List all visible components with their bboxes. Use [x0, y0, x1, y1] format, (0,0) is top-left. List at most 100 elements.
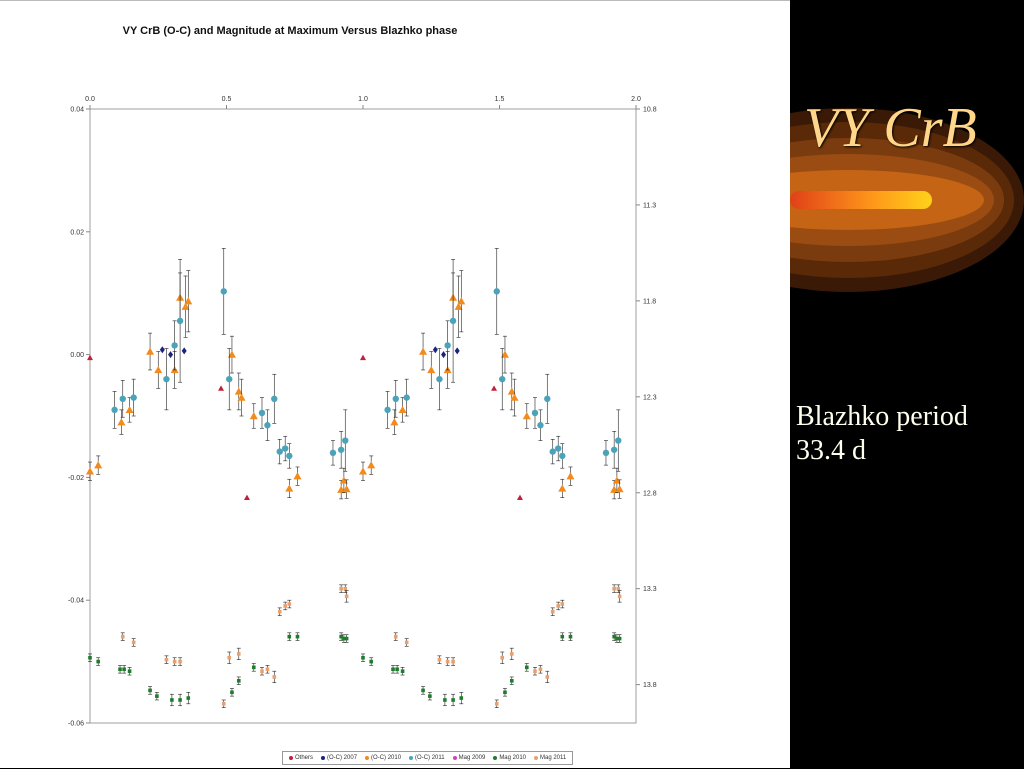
o-c-2011-point [493, 288, 500, 295]
mag-2011-point [393, 634, 398, 639]
o-c-2007-point [168, 351, 174, 359]
o-c-2011-point [226, 375, 233, 383]
o-c-2010-point [293, 472, 302, 480]
o-c-2010-point [342, 485, 351, 493]
o-c-2011-point [264, 422, 271, 429]
others-point [243, 494, 250, 501]
y-right-tick-label: 11.8 [643, 298, 656, 305]
x-tick-label: 0.5 [222, 96, 232, 103]
o-c-2011-point [610, 446, 618, 453]
o-c-2010-point [612, 476, 621, 484]
mag-2010-point [451, 698, 455, 702]
body-line-period-label: Blazhko period [796, 401, 968, 432]
mag-2011-point [164, 657, 169, 662]
y-left-tick-label: 0.04 [70, 107, 84, 114]
legend-swatch [321, 756, 326, 760]
mag-2010-point [118, 667, 122, 672]
o-c-2010-point [558, 484, 567, 492]
o-c-2007-point [159, 346, 165, 354]
mag-2010-point [342, 636, 346, 641]
o-c-2011-point [258, 409, 266, 417]
o-c-2010-point [339, 476, 348, 484]
others-point [491, 385, 498, 391]
mag-2011-point [221, 702, 226, 706]
o-c-2011-point [271, 395, 278, 403]
o-c-2010-point [390, 418, 399, 426]
o-c-2010-point [184, 297, 193, 305]
mag-2010-point [568, 634, 573, 639]
mag-2011-point [265, 667, 270, 672]
mag-2010-point [395, 667, 399, 672]
o-c-2010-point [454, 302, 463, 310]
legend-swatch [534, 756, 538, 760]
o-c-2010-point [234, 387, 243, 395]
legend-item: (O-C) 2011 [409, 755, 445, 761]
mag-2011-point [343, 586, 348, 591]
legend-label: Mag 2009 [458, 755, 486, 761]
o-c-2010-point [510, 393, 519, 401]
mag-2011-point [545, 675, 550, 679]
mag-2010-point [122, 667, 126, 672]
legend-item: (O-C) 2010 [365, 755, 401, 761]
o-c-2007-point [441, 351, 447, 359]
mag-2010-point [295, 634, 300, 639]
mag-2011-point [344, 594, 349, 599]
o-c-2011-point [111, 406, 118, 414]
o-c-2010-point [367, 461, 376, 469]
o-c-2011-point [342, 437, 349, 444]
legend-swatch [409, 756, 414, 760]
mag-2011-point [616, 586, 621, 591]
legend-item: Mag 2009 [452, 755, 486, 761]
y-left-tick-label: -0.04 [68, 598, 84, 605]
scatter-plot: 0.0 0.5 1.0 1.5 2.0 0.04 0.02 0.00 -0.02 -0.04 -0.… [68, 96, 657, 728]
o-c-2011-point [403, 394, 410, 401]
o-c-2010-point [427, 365, 436, 374]
o-c-2011-point [130, 394, 137, 401]
mag-2010-point [560, 634, 565, 639]
o-c-2010-point [615, 485, 624, 493]
o-c-2011-point [329, 449, 337, 457]
mag-2011-point [617, 594, 622, 599]
o-c-2007-point [454, 347, 460, 355]
o-c-2011-point [276, 448, 283, 455]
o-c-2011-point [554, 445, 562, 452]
legend-label: Mag 2010 [499, 755, 526, 761]
o-c-2010-point [419, 347, 428, 355]
o-c-2011-point [163, 375, 170, 383]
y-right-tick-label: 10.8 [643, 107, 657, 114]
o-c-2010-point [457, 297, 466, 305]
mag-2010-point [127, 669, 132, 673]
mag-2010-point [615, 636, 619, 641]
x-tick-label: 1.0 [358, 96, 368, 103]
mag-2010-point [612, 634, 616, 639]
slide-body-text: Blazhko period 33.4 d [796, 400, 1022, 468]
o-c-2011-point [449, 317, 457, 325]
x-tick-label: 0.0 [85, 96, 95, 103]
o-c-2011-point [615, 437, 622, 444]
chart-panel: 0.0 0.5 1.0 1.5 2.0 0.04 0.02 0.00 -0.02 -0.04 -0.… [0, 0, 790, 768]
mag-2010-point [236, 678, 241, 683]
o-c-2011-point [176, 317, 184, 325]
others-point [87, 354, 93, 361]
mag-2011-point [538, 667, 543, 672]
others-point [360, 354, 366, 361]
mag-2010-point [503, 690, 507, 695]
mag-2010-point [428, 694, 432, 698]
y-right-tick-label: 13.8 [643, 682, 657, 689]
o-c-2010-point [154, 365, 163, 374]
slide-title: VY CrB [804, 97, 977, 159]
mag-2010-point [459, 696, 464, 700]
o-c-2010-point [237, 393, 246, 401]
mag-2010-point [443, 698, 447, 702]
o-c-2007-point [432, 346, 438, 354]
o-c-2010-point [507, 387, 516, 395]
o-c-2010-point [249, 412, 258, 420]
others-point [218, 385, 225, 391]
mag-2011-point [556, 604, 560, 608]
mag-2010-point [361, 655, 365, 660]
slide-side-panel: VY CrB Blazhko period 33.4 d [790, 0, 1024, 768]
o-c-2011-point [384, 406, 391, 414]
o-c-2011-point [392, 395, 399, 403]
o-c-2011-point [531, 409, 539, 417]
o-c-2011-point [602, 449, 610, 457]
